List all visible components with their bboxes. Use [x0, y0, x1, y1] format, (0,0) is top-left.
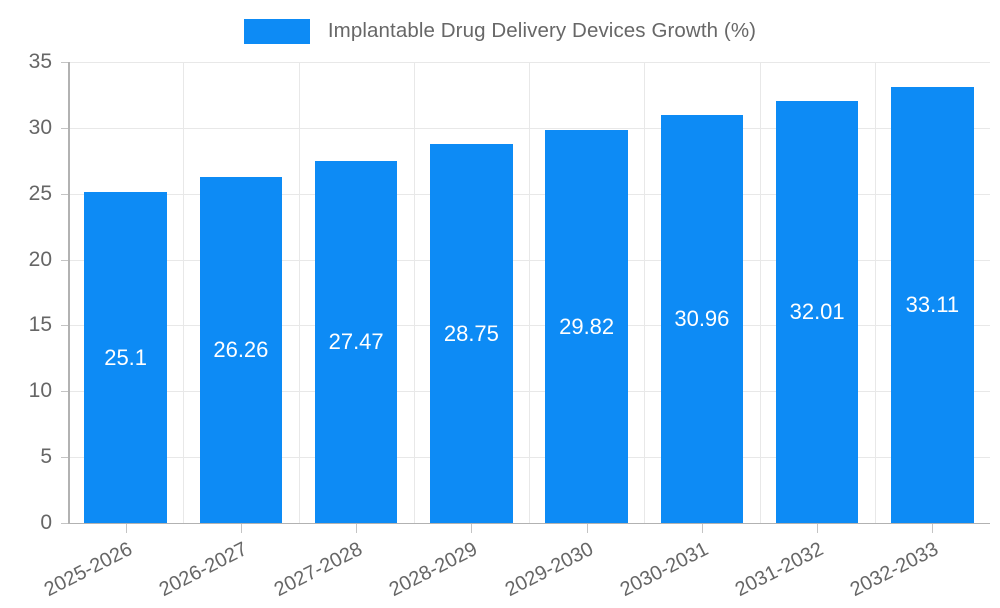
bar[interactable]: [314, 161, 398, 523]
y-axis-tick-label: 5: [40, 445, 52, 469]
x-axis-tick-label: 2030-2031: [616, 538, 712, 602]
x-axis-tick: [701, 524, 703, 533]
x-axis-tick: [356, 524, 358, 533]
y-axis-tick-label: 10: [28, 379, 52, 403]
y-axis-tick-label: 0: [40, 511, 52, 534]
gridline-vertical: [529, 62, 530, 523]
y-axis-tick-label: 25: [28, 181, 52, 205]
y-axis-line: [68, 62, 70, 524]
bar[interactable]: [430, 144, 513, 523]
y-axis-tick: [61, 325, 68, 327]
bar[interactable]: [891, 86, 974, 523]
x-axis-tick: [471, 524, 473, 533]
x-axis-tick-label: 2026-2027: [155, 538, 251, 602]
x-axis-tick: [586, 524, 588, 533]
y-axis-tick: [61, 193, 68, 195]
y-axis-tick: [61, 259, 68, 261]
y-axis-tick-label: 30: [28, 115, 52, 139]
bar[interactable]: [775, 101, 859, 523]
bar[interactable]: [545, 130, 628, 523]
gridline-vertical: [760, 62, 761, 523]
y-axis-tick-label: 35: [28, 50, 52, 73]
x-axis-tick: [240, 524, 242, 533]
legend-label[interactable]: Implantable Drug Delivery Devices Growth…: [327, 19, 757, 42]
bar[interactable]: [84, 192, 167, 523]
gridline-vertical: [875, 62, 876, 523]
gridline-vertical: [414, 62, 415, 523]
y-axis-tick-label: 20: [28, 247, 52, 271]
x-axis-tick-label: 2029-2030: [501, 538, 597, 602]
bar[interactable]: [660, 115, 744, 523]
x-axis-tick-label: 2032-2033: [847, 538, 943, 602]
x-axis-line: [68, 522, 990, 524]
y-axis-tick: [61, 62, 68, 63]
gridline-vertical: [183, 62, 184, 523]
plot-area: 25.1 26.26 27.47 28.75 29.82 30.96 32.01 33.11: [68, 62, 990, 524]
x-axis-tick-label: 2028-2029: [386, 538, 482, 602]
y-axis-tick-label: 15: [28, 313, 52, 337]
y-axis-tick: [61, 523, 68, 524]
chart-legend: Implantable Drug Delivery Devices Growth…: [0, 14, 1000, 48]
y-axis-tick: [61, 127, 68, 129]
legend-color-swatch-icon[interactable]: [243, 18, 310, 44]
x-axis-tick: [932, 524, 934, 533]
x-axis-tick: [817, 524, 819, 533]
x-axis-tick-label: 2031-2032: [731, 538, 828, 602]
y-axis-tick: [61, 457, 68, 459]
x-axis-tick-label: 2027-2028: [270, 538, 367, 602]
gridline-vertical: [299, 62, 300, 523]
x-axis-tick-label: 2025-2026: [40, 538, 136, 602]
bar[interactable]: [199, 177, 283, 523]
x-axis-tick: [125, 524, 127, 533]
y-axis-tick: [61, 391, 68, 393]
gridline-vertical: [644, 62, 645, 523]
